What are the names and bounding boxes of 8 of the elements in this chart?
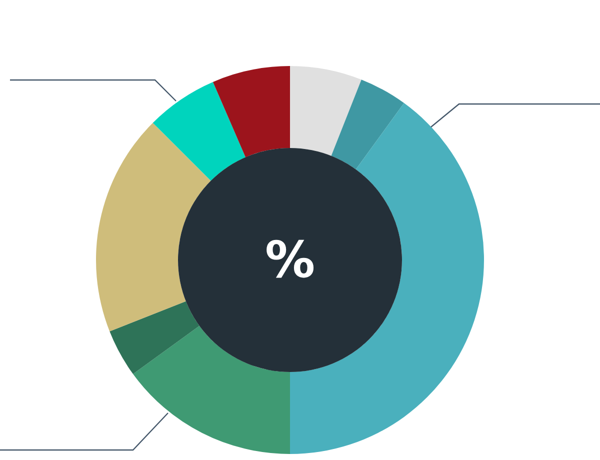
donut-slice (110, 301, 200, 374)
donut-slice (133, 326, 290, 454)
donut-slice (152, 82, 246, 181)
donut-slice (290, 66, 362, 156)
donut-slice (331, 80, 404, 170)
donut-slice (96, 122, 211, 332)
text: % (265, 231, 316, 289)
donut-slice (212, 66, 290, 158)
